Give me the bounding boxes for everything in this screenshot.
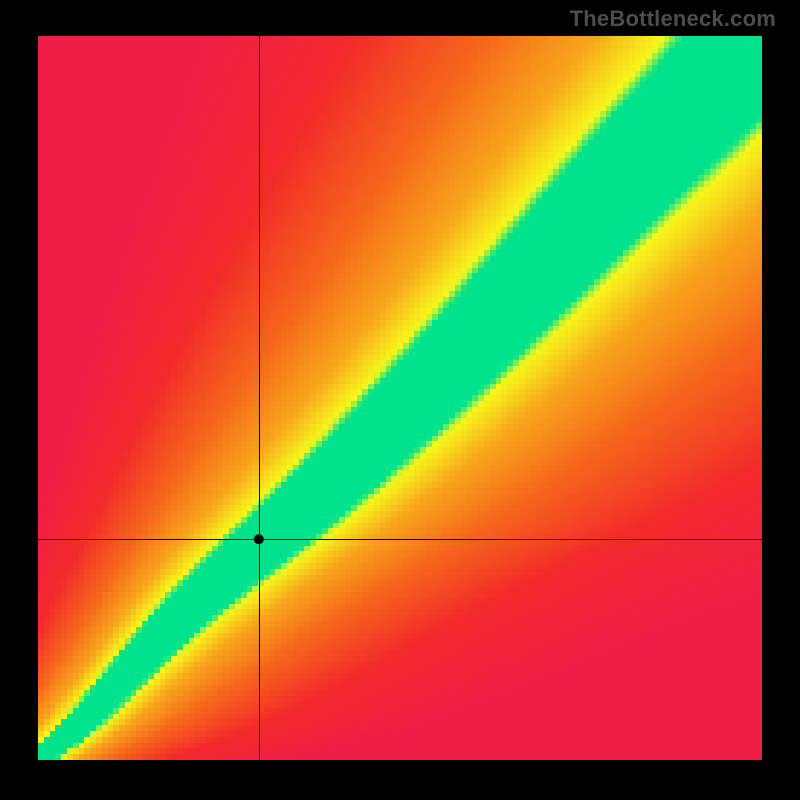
watermark-text: TheBottleneck.com bbox=[570, 6, 776, 32]
plot-area bbox=[38, 36, 762, 760]
heatmap-canvas bbox=[38, 36, 762, 760]
